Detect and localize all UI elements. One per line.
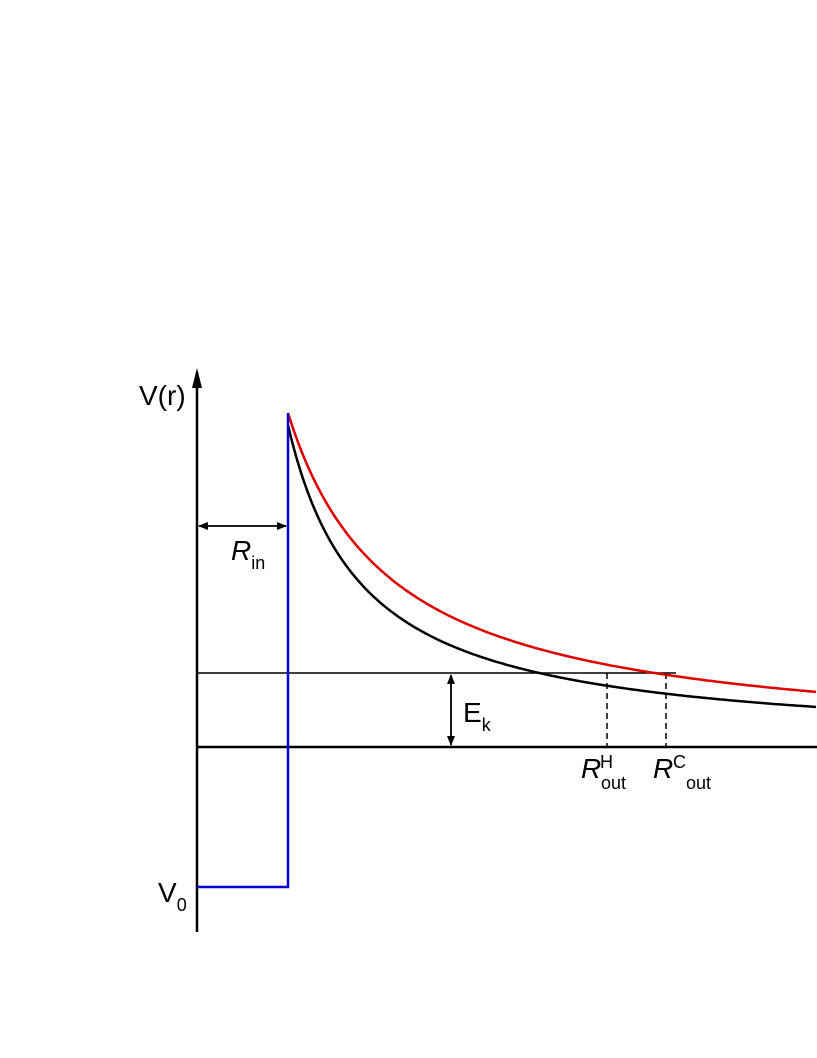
r-out-h-sub: out	[601, 773, 626, 793]
v-axis-arrow	[192, 368, 202, 388]
r-out-h-label: R	[581, 753, 601, 784]
label-base: R	[231, 535, 251, 566]
r-out-c-sub: out	[686, 773, 711, 793]
label-sub: k	[482, 715, 492, 735]
label-sub: 0	[177, 895, 187, 915]
label-base: E	[463, 697, 482, 728]
label-base: V	[158, 877, 177, 908]
e-k-label: Ek	[463, 697, 492, 735]
r-out-h-sup: H	[600, 752, 613, 772]
r-out-c-label: R	[653, 753, 673, 784]
r-out-c-sup: C	[673, 752, 686, 772]
y-axis-label: V(r)	[139, 380, 186, 411]
potential-curve-c	[286, 412, 817, 694]
square-well	[197, 413, 290, 889]
potential-curve-h	[286, 424, 817, 709]
v0-label: V0	[158, 877, 187, 915]
label-sub: in	[251, 553, 265, 573]
r-in-label: Rin	[231, 535, 265, 573]
